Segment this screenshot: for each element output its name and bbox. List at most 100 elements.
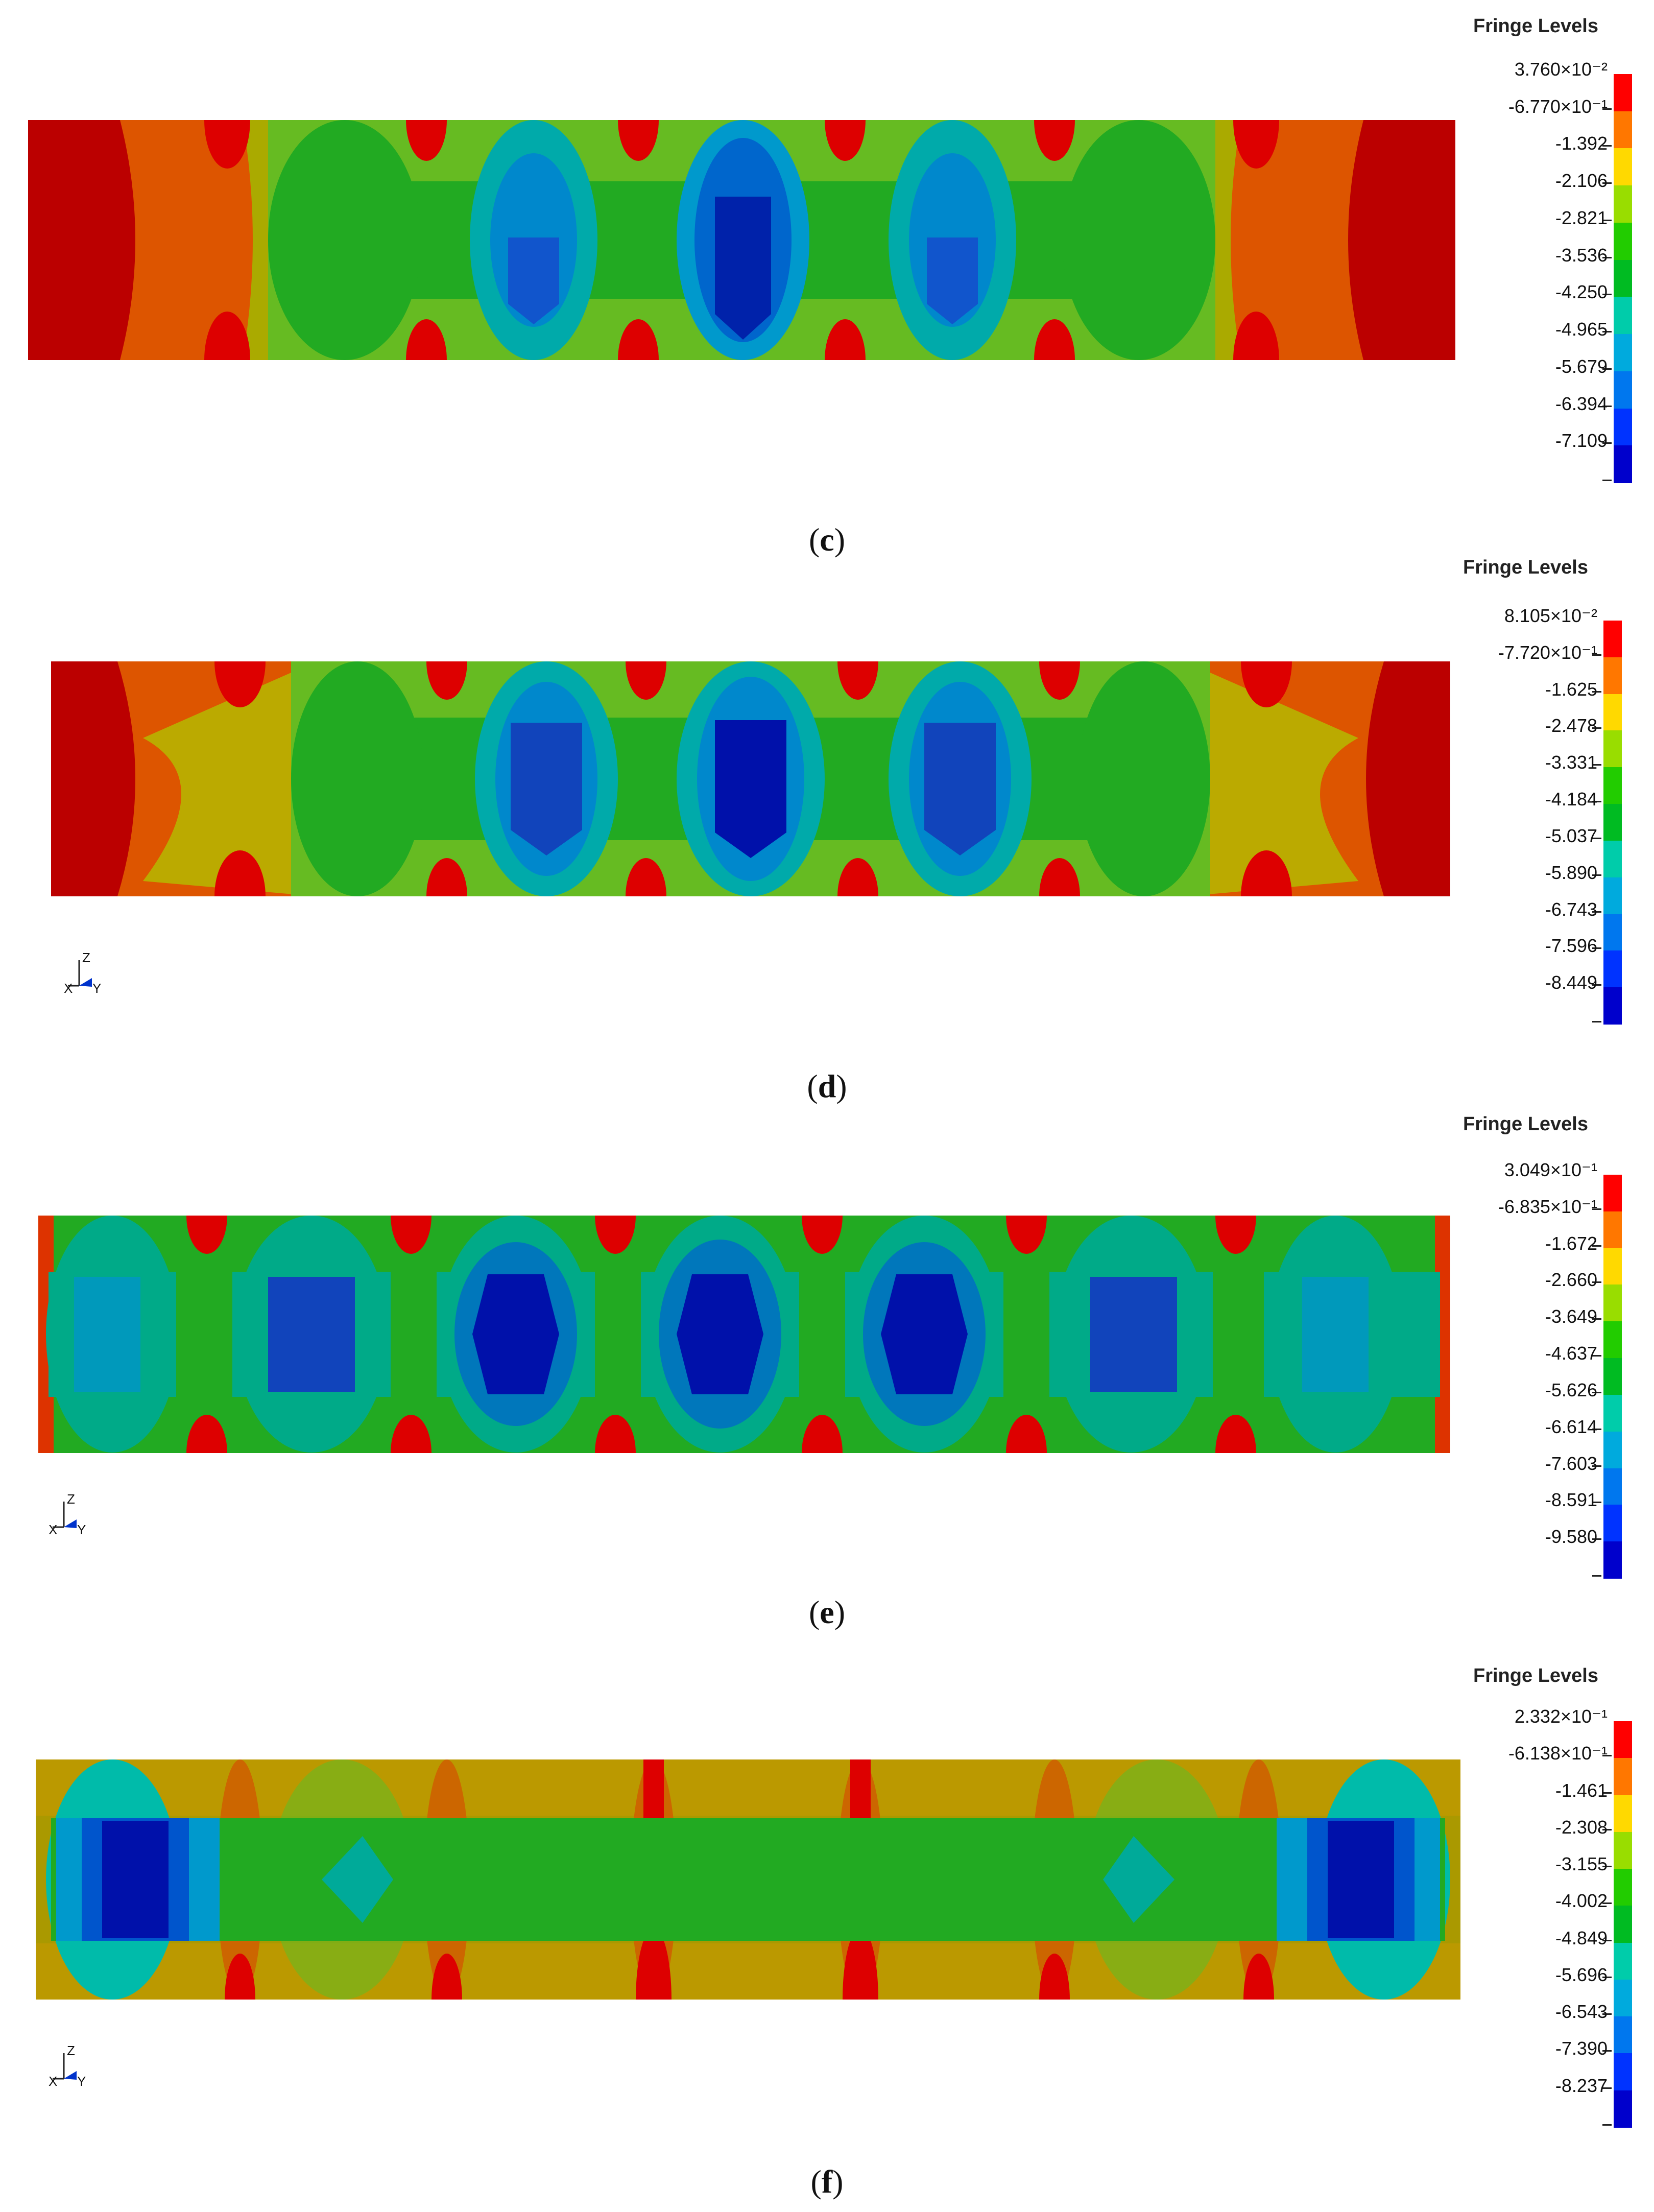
caption-open: (: [808, 1594, 820, 1630]
legend-swatch: [1614, 1906, 1632, 1943]
caption-close: ): [832, 2163, 844, 2200]
legend-tick: [1592, 801, 1601, 803]
triad-icon: [53, 1502, 77, 1528]
legend-swatch: [1614, 1795, 1632, 1833]
contour-plot-e: [38, 1216, 1450, 1453]
triad-x-label: X: [49, 2074, 58, 2089]
legend-level-label: -4.965: [1555, 319, 1608, 340]
legend-tick: [1592, 911, 1601, 913]
legend-level-label: -5.037: [1545, 825, 1597, 846]
legend-level-label: -7.720×10⁻¹: [1498, 641, 1597, 663]
legend-tick: [1592, 1538, 1601, 1540]
triad-y-label: Y: [77, 1522, 86, 1537]
legend-level-label: -3.536: [1555, 244, 1608, 266]
legend-title-f: Fringe Levels: [1473, 1665, 1598, 1686]
legend-tick: [1602, 480, 1612, 481]
legend-level-label: -8.591: [1545, 1489, 1597, 1511]
legend-swatch: [1603, 1541, 1622, 1579]
legend-swatch: [1614, 1942, 1632, 1980]
legend-title-c: Fringe Levels: [1473, 15, 1598, 37]
legend-level-label: -6.770×10⁻¹: [1508, 96, 1608, 117]
axis-triad-d: Z X Y: [64, 950, 110, 996]
legend-swatch: [1603, 1211, 1622, 1249]
legend-tick: [1602, 2087, 1612, 2089]
legend-swatch: [1614, 2053, 1632, 2091]
legend-tick: [1602, 1939, 1612, 1941]
legend-level-label: -2.478: [1545, 715, 1597, 736]
legend-tick: [1592, 764, 1601, 766]
legend-title-e: Fringe Levels: [1463, 1113, 1588, 1135]
legend-swatch: [1614, 185, 1632, 223]
legend-level-label: -5.890: [1545, 862, 1597, 883]
legend-swatch: [1603, 767, 1622, 805]
legend-tick: [1602, 1828, 1612, 1830]
legend-level-label: -3.331: [1545, 752, 1597, 773]
legend-tick: [1602, 1866, 1612, 1868]
legend-tick: [1592, 1502, 1601, 1504]
legend-swatch: [1603, 621, 1622, 658]
fringe-legend-f: Fringe Levels 2.332×10⁻¹ -6.138×10⁻¹ -1.46…: [1466, 1665, 1654, 2135]
legend-swatch: [1614, 259, 1632, 298]
legend-tick: [1602, 108, 1612, 110]
legend-swatch: [1614, 408, 1632, 446]
caption-close: ): [834, 1594, 846, 1630]
fringe-legend-e: Fringe Levels 3.049×10⁻¹ -6.835×10⁻¹ -1.67…: [1455, 1113, 1654, 1583]
legend-tick: [1592, 1281, 1601, 1283]
legend-tick: [1602, 2050, 1612, 2052]
legend-tick: [1602, 2124, 1612, 2126]
legend-level-label: -7.603: [1545, 1453, 1597, 1474]
legend-tick: [1602, 368, 1612, 370]
legend-tick: [1592, 1575, 1601, 1577]
legend-swatch: [1614, 334, 1632, 372]
legend-tick: [1592, 1355, 1601, 1357]
legend-level-label: -1.392: [1555, 133, 1608, 154]
legend-tick: [1592, 1428, 1601, 1430]
legend-level-label: -6.394: [1555, 393, 1608, 414]
legend-level-label: -8.449: [1545, 972, 1597, 993]
caption-letter: e: [820, 1594, 834, 1630]
legend-level-label: -5.626: [1545, 1379, 1597, 1400]
caption-letter: c: [820, 521, 834, 558]
legend-tick: [1592, 1318, 1601, 1320]
legend-swatch: [1603, 987, 1622, 1025]
legend-tick: [1602, 2013, 1612, 2015]
legend-swatch: [1614, 74, 1632, 112]
legend-level-label: 8.105×10⁻²: [1504, 605, 1597, 626]
legend-swatch: [1603, 1175, 1622, 1212]
legend-title-d: Fringe Levels: [1463, 557, 1588, 578]
legend-level-label: -6.743: [1545, 898, 1597, 920]
legend-level-label: -8.237: [1555, 2075, 1608, 2096]
legend-level-label: -4.184: [1545, 789, 1597, 810]
caption-close: ): [834, 521, 846, 558]
legend-swatch: [1614, 222, 1632, 260]
legend-swatch: [1603, 1394, 1622, 1432]
legend-level-label: -6.614: [1545, 1416, 1597, 1437]
legend-tick: [1602, 219, 1612, 221]
legend-tick: [1592, 1465, 1601, 1467]
legend-tick: [1592, 654, 1601, 656]
legend-level-label: -4.849: [1555, 1927, 1608, 1948]
legend-level-label: -9.580: [1545, 1526, 1597, 1548]
legend-tick: [1602, 442, 1612, 444]
legend-swatch: [1614, 2090, 1632, 2128]
legend-tick: [1602, 331, 1612, 333]
legend-tick: [1592, 1245, 1601, 1247]
caption-letter: d: [818, 1068, 836, 1104]
legend-swatch: [1603, 1248, 1622, 1286]
legend-swatch: [1614, 1979, 1632, 2017]
legend-swatch: [1614, 148, 1632, 186]
legend-swatch: [1603, 1431, 1622, 1469]
legend-colorbar-e: [1603, 1175, 1622, 1579]
legend-swatch: [1603, 1505, 1622, 1542]
legend-colorbar-c: [1614, 74, 1632, 483]
legend-colorbar-d: [1603, 621, 1622, 1025]
contour-image-f: [36, 1759, 1460, 2000]
legend-tick: [1602, 1902, 1612, 1905]
legend-swatch: [1603, 730, 1622, 768]
caption-letter: f: [821, 2163, 833, 2200]
legend-swatch: [1614, 1758, 1632, 1796]
caption-close: ): [836, 1068, 847, 1104]
legend-level-label: -7.390: [1555, 2038, 1608, 2059]
legend-swatch: [1614, 2016, 1632, 2054]
legend-level-label: -6.835×10⁻¹: [1498, 1196, 1597, 1217]
